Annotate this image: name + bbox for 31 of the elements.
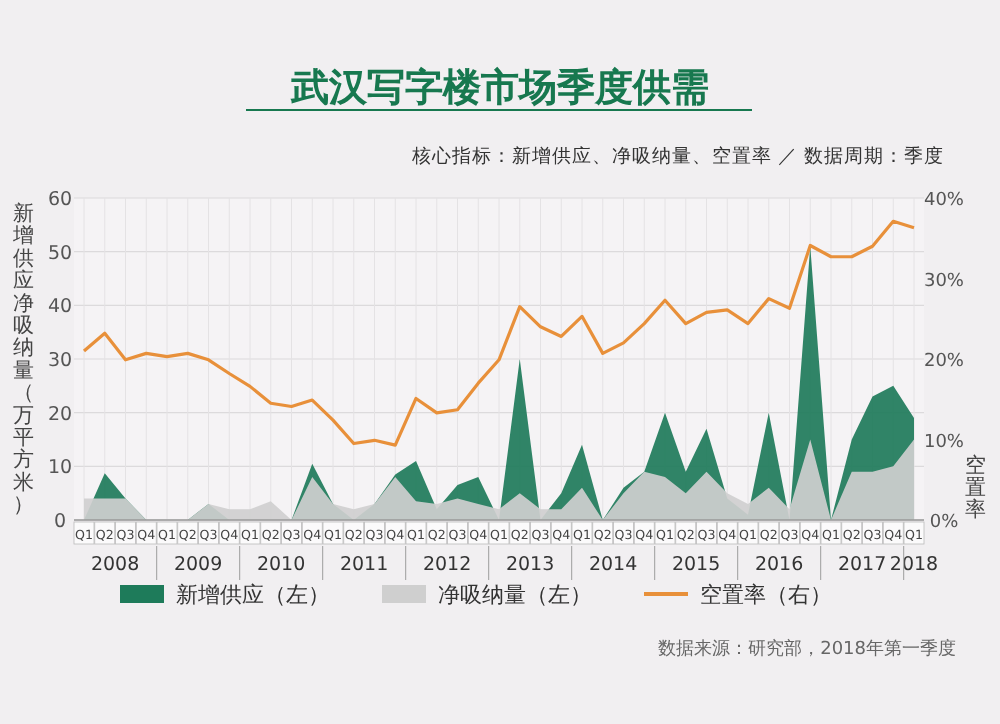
y-tick-label: 20 <box>47 403 73 426</box>
x2-tick-label: 2010 <box>256 554 306 576</box>
x2-tick-label: 2009 <box>173 554 223 576</box>
y2-tick-label: 20% <box>923 352 965 372</box>
legend-label: 空置率（右） <box>700 582 832 608</box>
y-tick-label: 30 <box>47 350 73 372</box>
y2-tick-label: 0% <box>929 513 960 533</box>
x2-tick-label: 2012 <box>422 554 472 576</box>
text: 新增供应净吸纳量（万平方米） <box>13 202 35 518</box>
x2-tick-label: 2013 <box>505 554 555 576</box>
source-note: 数据来源：研究部，2018年第一季度 <box>658 638 956 660</box>
y-tick-label: 10 <box>47 457 73 480</box>
y2-tick-label: 30% <box>923 271 965 292</box>
y2-axis-title: 空置率 <box>965 452 987 522</box>
y-tick-label: 60 <box>47 189 73 211</box>
chart-subtitle: 核心指标：新增供应、净吸纳量、空置率 ／ 数据周期：季度 <box>409 144 944 168</box>
x2-tick-label: 2015 <box>671 554 721 576</box>
y2-tick-label: 40% <box>923 191 965 211</box>
x2-tick-label: 2008 <box>90 554 140 576</box>
legend-label: 新增供应（左） <box>176 582 330 608</box>
y-tick-label: 50 <box>47 242 73 265</box>
y-tick-label: 40 <box>47 296 73 319</box>
y2-tick-label: 10% <box>923 432 965 453</box>
x2-tick-label: 2018 <box>889 554 939 576</box>
x2-tick-label: 2017 <box>837 554 887 576</box>
chart-title: 武汉写字楼市场季度供需 <box>289 66 709 110</box>
legend-label: 净吸纳量（左） <box>438 582 592 608</box>
x2-tick-label: 2016 <box>754 554 804 576</box>
x2-tick-label: 2011 <box>339 554 389 576</box>
y-tick-label: 0 <box>53 511 67 533</box>
x2-tick-label: 2014 <box>588 554 638 576</box>
